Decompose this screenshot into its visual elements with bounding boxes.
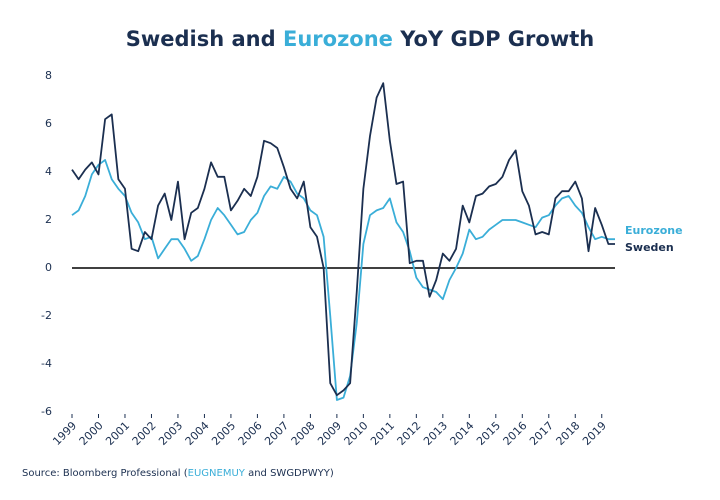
x-tick-label: 2017 [527, 419, 556, 448]
y-tick-label: -4 [41, 357, 52, 370]
y-tick-label: 8 [45, 69, 52, 82]
y-tick-label: -6 [41, 405, 52, 418]
x-tick-label: 2010 [342, 419, 371, 448]
title-part: YoY GDP Growth [393, 27, 594, 51]
series-label: Sweden [625, 241, 674, 254]
source-note: Source: Bloomberg Professional (EUGNEMUY… [22, 468, 334, 479]
x-tick-label: 2000 [77, 419, 106, 448]
x-tick-label: 2003 [156, 419, 185, 448]
series-line [71, 159, 615, 401]
x-tick-label: 2012 [395, 419, 424, 448]
y-tick-label: 6 [45, 117, 52, 130]
y-tick-label: -2 [41, 309, 52, 322]
source-part: EUGNEMUY [188, 468, 246, 479]
x-tick-label: 2009 [315, 419, 344, 448]
x-tick-label: 2015 [474, 419, 503, 448]
x-tick-label: 2008 [289, 419, 318, 448]
x-tick-label: 2004 [183, 419, 212, 448]
x-tick-label: 2006 [236, 419, 265, 448]
source-part: and SWGDPWYY) [245, 468, 334, 479]
series-line [71, 82, 615, 397]
x-tick-label: 2014 [448, 419, 477, 448]
chart-title: Swedish and Eurozone YoY GDP Growth [126, 27, 594, 51]
title-part: Eurozone [283, 27, 393, 51]
y-tick-label: 4 [45, 165, 52, 178]
source-part: Source: Bloomberg Professional ( [22, 468, 188, 479]
x-tick-label: 2018 [554, 419, 583, 448]
x-tick-label: 1999 [50, 419, 79, 448]
x-tick-label: 2019 [580, 419, 609, 448]
series-label: Eurozone [625, 224, 683, 237]
x-tick-label: 2011 [368, 419, 397, 448]
y-tick-label: 0 [45, 261, 52, 274]
x-tick-label: 2002 [130, 419, 159, 448]
title-part: Swedish and [126, 27, 283, 51]
x-tick-label: 2001 [103, 419, 132, 448]
y-tick-label: 2 [45, 213, 52, 226]
x-tick-label: 2005 [209, 419, 238, 448]
x-tick-label: 2016 [501, 419, 530, 448]
x-tick-label: 2013 [421, 419, 450, 448]
x-tick-label: 2007 [262, 419, 291, 448]
